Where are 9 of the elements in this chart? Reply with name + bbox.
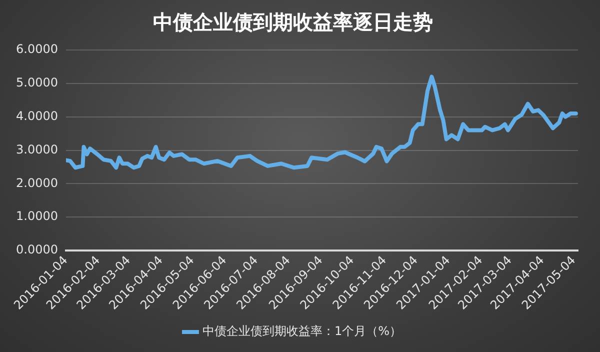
chart-title: 中债企业债到期收益率逐日走势 bbox=[153, 10, 433, 34]
y-tick-label: 5.0000 bbox=[16, 76, 58, 90]
y-tick-label: 6.0000 bbox=[16, 42, 58, 56]
y-tick-label: 3.0000 bbox=[16, 142, 58, 156]
y-tick-label: 1.0000 bbox=[16, 209, 58, 224]
y-tick-label: 0.0000 bbox=[16, 242, 58, 257]
y-tick-label: 4.0000 bbox=[16, 108, 58, 123]
y-tick-label: 2.0000 bbox=[16, 176, 58, 190]
legend-label: 中债企业债到期收益率：1个月（%） bbox=[202, 324, 402, 338]
